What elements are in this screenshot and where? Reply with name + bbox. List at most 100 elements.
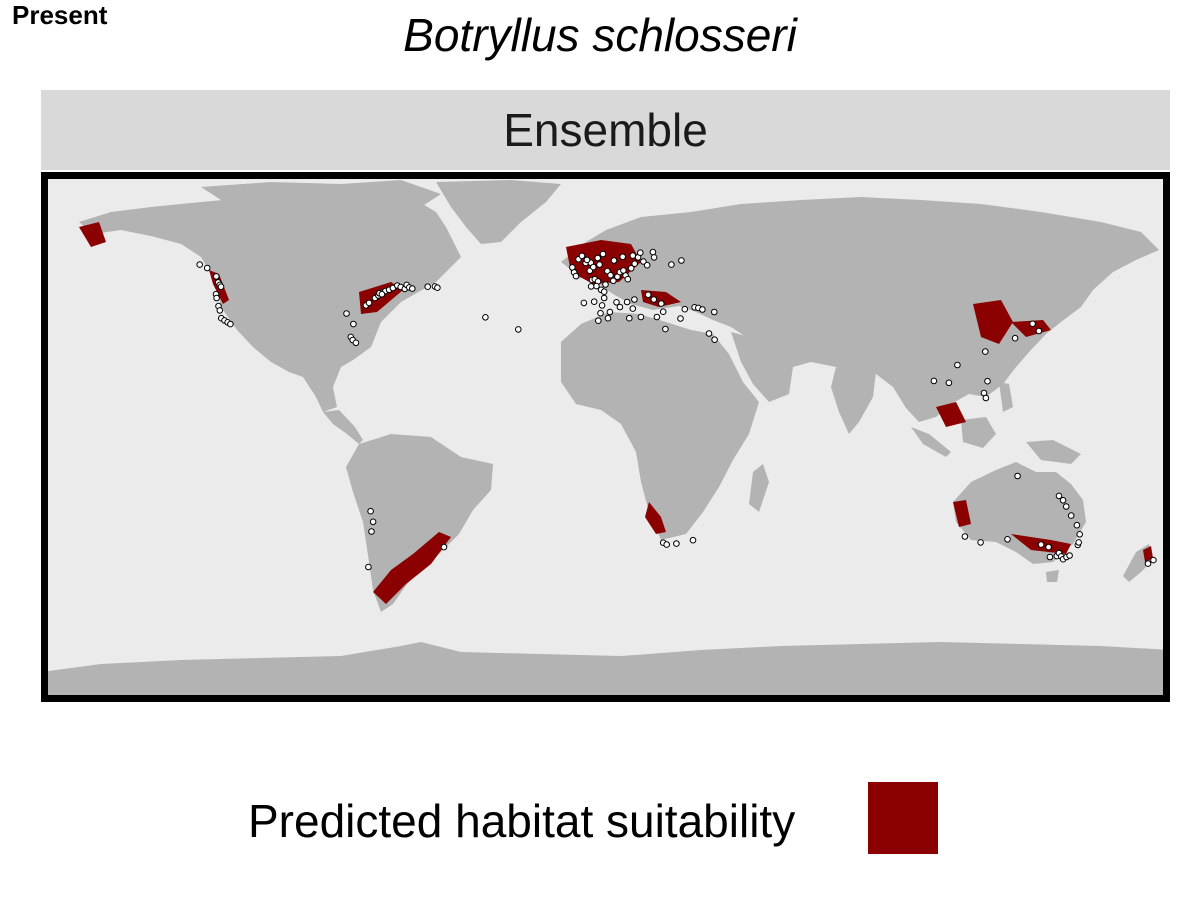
- occurrence-point: [602, 281, 609, 288]
- occurrence-point: [982, 394, 990, 402]
- land-new-guinea: [1026, 440, 1081, 464]
- suitability-layer: [79, 222, 1153, 604]
- occurrence-point: [600, 288, 608, 295]
- occurrence-point: [624, 275, 632, 283]
- occurrence-point: [572, 272, 580, 280]
- occurrence-point: [590, 263, 597, 271]
- occurrence-point: [1076, 531, 1083, 538]
- occurrence-point: [954, 361, 961, 369]
- occurrence-point: [196, 261, 203, 268]
- occurrence-point: [613, 299, 620, 306]
- occurrence-point: [434, 284, 441, 291]
- occurrence-point: [594, 254, 602, 262]
- land-layer: [41, 180, 1170, 702]
- occurrence-point: [1150, 556, 1157, 564]
- occurrence-point: [352, 339, 360, 347]
- occurrence-point: [217, 283, 225, 290]
- occurrence-point: [653, 313, 661, 321]
- occurrence-point: [424, 283, 432, 290]
- occurrence-point: [580, 299, 588, 307]
- occurrence-point: [629, 305, 637, 312]
- land-south-america: [346, 434, 493, 612]
- occurrence-point: [583, 256, 591, 264]
- facet-label: Ensemble: [503, 104, 708, 156]
- occurrence-point: [982, 348, 989, 355]
- land-sumatra: [911, 427, 951, 457]
- occurrence-point: [1059, 497, 1067, 504]
- land-australia: [953, 462, 1086, 564]
- occurrence-point: [678, 257, 685, 264]
- occurrence-point: [365, 563, 372, 571]
- land-arabia: [731, 332, 793, 402]
- occurrence-point: [515, 326, 522, 333]
- occurrence-point: [673, 540, 680, 547]
- occurrence-point: [650, 296, 658, 303]
- occurrence-point: [1046, 553, 1054, 561]
- occurrence-point: [587, 283, 595, 290]
- occurrence-point: [663, 541, 671, 548]
- occurrence-point: [1014, 472, 1021, 480]
- occurrence-point: [637, 249, 644, 256]
- land-africa: [561, 312, 759, 540]
- occurrence-point: [598, 302, 606, 309]
- occurrence-point: [1035, 327, 1043, 335]
- occurrence-point: [368, 528, 375, 535]
- land-philippines: [999, 382, 1013, 412]
- land-tasmania: [1046, 570, 1059, 582]
- occurrence-point: [1073, 521, 1081, 529]
- land-madagascar: [749, 464, 769, 512]
- occurrence-point: [593, 282, 600, 290]
- occurrence-point: [631, 296, 638, 303]
- occurrence-point: [659, 308, 667, 315]
- occurrence-point: [1067, 512, 1075, 519]
- occurrence-point: [600, 294, 608, 302]
- occurrence-point: [681, 305, 689, 313]
- legend-label: Predicted habitat suitability: [248, 795, 796, 847]
- occurrence-point: [350, 320, 357, 328]
- legend-swatch: [868, 782, 938, 854]
- occurrence-point: [1055, 492, 1063, 500]
- occurrence-point: [627, 265, 635, 272]
- map-panel: [41, 172, 1170, 702]
- land-antarctica: [41, 642, 1170, 702]
- occurrence-point: [1011, 334, 1019, 342]
- occurrence-point: [578, 252, 586, 260]
- occurrence-point: [343, 310, 350, 317]
- occurrence-point: [1144, 560, 1152, 567]
- suitable-south-america: [373, 532, 451, 604]
- occurrence-point: [1045, 543, 1052, 551]
- suitable-gulf-thailand: [936, 402, 966, 427]
- suitable-south-africa: [645, 502, 666, 534]
- occurrence-point: [599, 250, 607, 258]
- occurrence-point: [606, 308, 614, 316]
- occurrence-point: [213, 273, 220, 280]
- suitable-alaska: [79, 222, 106, 247]
- corner-label: Present: [12, 0, 108, 30]
- land-central-america: [323, 410, 363, 444]
- land-arctic-islands: [201, 180, 441, 207]
- occurrence-point: [640, 258, 647, 265]
- land-india: [831, 367, 876, 434]
- occurrence-point: [705, 330, 713, 337]
- occurrence-point: [369, 518, 377, 526]
- occurrence-point: [649, 248, 657, 256]
- panel-border: [41, 172, 1170, 702]
- occurrence-point: [1029, 320, 1036, 328]
- occurrence-point: [440, 543, 448, 551]
- land-borneo: [961, 417, 996, 448]
- map-title: Botryllus schlosseri: [403, 9, 797, 61]
- occurrence-point: [607, 271, 614, 279]
- suitable-sw-australia: [953, 500, 971, 527]
- occurrence-point: [616, 303, 624, 311]
- suitable-east-china: [973, 300, 1013, 344]
- occurrence-point: [689, 536, 697, 544]
- occurrence-point: [662, 325, 669, 333]
- occurrence-point: [409, 285, 416, 292]
- occurrence-point: [596, 261, 603, 268]
- legend: Predicted habitat suitability: [0, 782, 1200, 854]
- occurrence-point: [213, 294, 220, 302]
- occurrence-point: [668, 261, 675, 268]
- occurrence-point: [658, 300, 665, 307]
- occurrence-point: [203, 264, 211, 272]
- occurrence-point: [1062, 503, 1070, 510]
